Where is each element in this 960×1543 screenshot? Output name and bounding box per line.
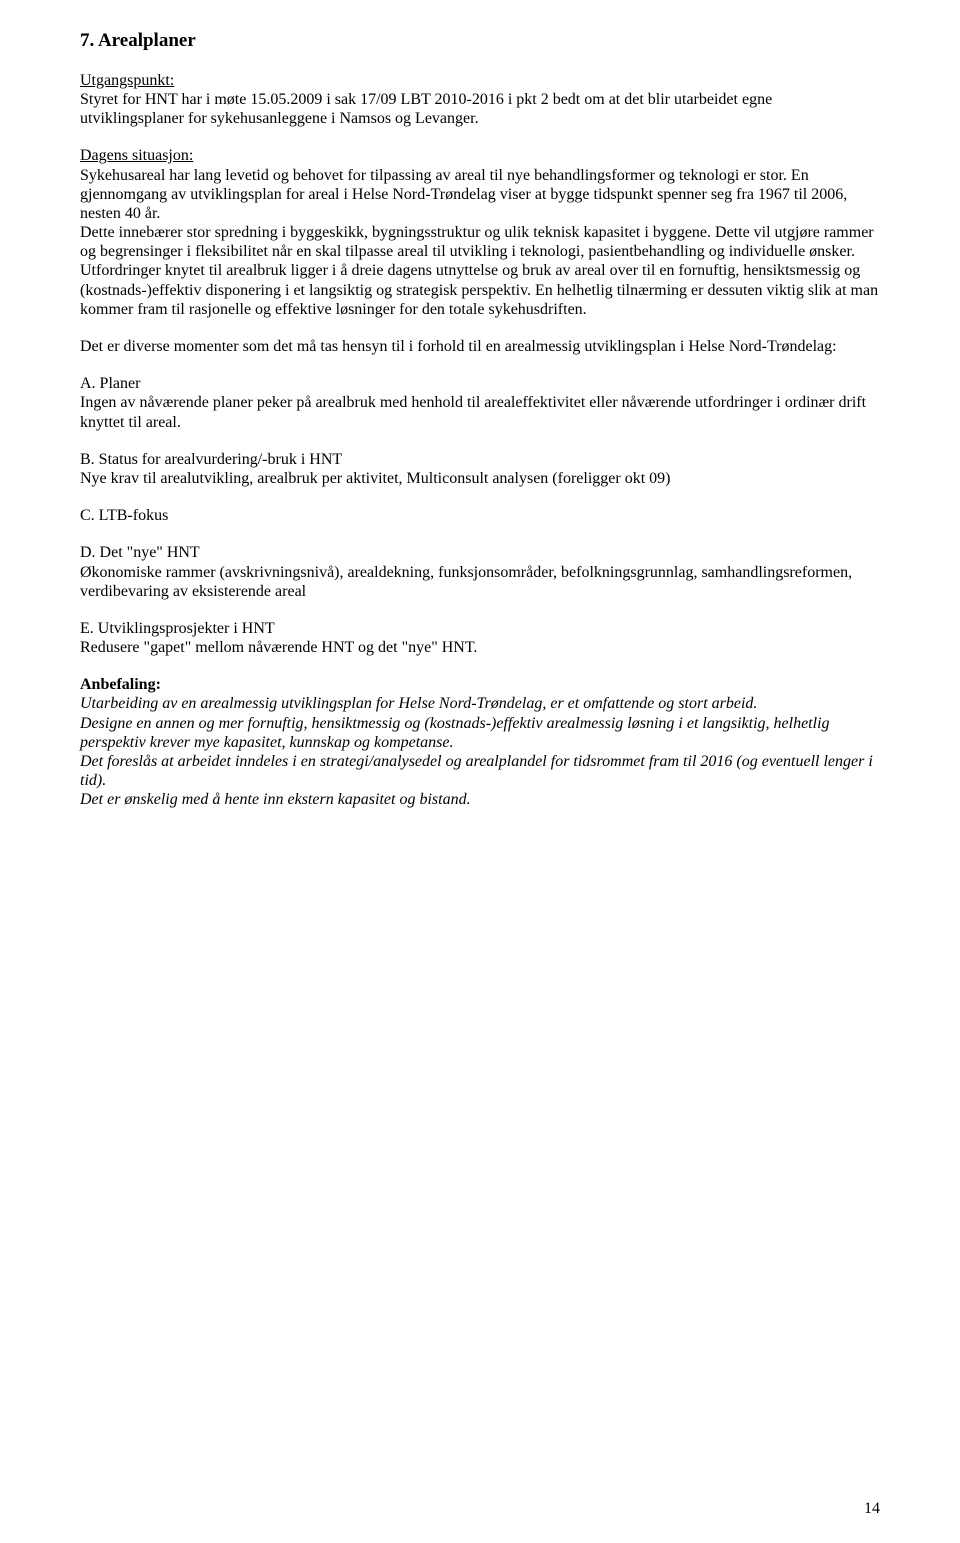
section-c: C. LTB-fokus [80,506,880,525]
section-a: A. Planer Ingen av nåværende planer peke… [80,374,880,432]
section-e: E. Utviklingsprosjekter i HNT Redusere "… [80,619,880,657]
document-page: 7. Arealplaner Utgangspunkt: Styret for … [0,0,960,1543]
situasjon-p1: Sykehusareal har lang levetid og behovet… [80,167,847,222]
anbefaling-block: Anbefaling: Utarbeiding av en arealmessi… [80,675,880,809]
situasjon-p2: Dette innebærer stor spredning i byggesk… [80,224,874,260]
page-number: 14 [864,1499,880,1518]
utgangspunkt-label: Utgangspunkt: [80,72,174,89]
section-c-title: C. LTB-fokus [80,507,168,524]
section-a-title: A. Planer [80,375,140,392]
section-d-body: Økonomiske rammer (avskrivningsnivå), ar… [80,564,852,600]
utgangspunkt-block: Utgangspunkt: Styret for HNT har i møte … [80,71,880,129]
utgangspunkt-body: Styret for HNT har i møte 15.05.2009 i s… [80,91,772,127]
section-heading: 7. Arealplaner [80,30,880,53]
anbefaling-p2: Designe en annen og mer fornuftig, hensi… [80,715,830,751]
section-a-body: Ingen av nåværende planer peker på areal… [80,394,866,430]
section-b-title: B. Status for arealvurdering/-bruk i HNT [80,451,342,468]
situasjon-label: Dagens situasjon: [80,147,193,164]
situasjon-p3: Utfordringer knytet til arealbruk ligger… [80,262,878,317]
section-d: D. Det "nye" HNT Økonomiske rammer (avsk… [80,543,880,601]
section-e-title: E. Utviklingsprosjekter i HNT [80,620,275,637]
anbefaling-p4: Det er ønskelig med å hente inn ekstern … [80,791,471,808]
anbefaling-p3: Det foreslås at arbeidet inndeles i en s… [80,753,873,789]
situasjon-block: Dagens situasjon: Sykehusareal har lang … [80,146,880,319]
section-b: B. Status for arealvurdering/-bruk i HNT… [80,450,880,488]
anbefaling-p1: Utarbeiding av en arealmessig utviklings… [80,695,757,712]
momenter-intro: Det er diverse momenter som det må tas h… [80,337,880,356]
anbefaling-label: Anbefaling: [80,676,161,693]
section-e-body: Redusere "gapet" mellom nåværende HNT og… [80,639,477,656]
section-b-body: Nye krav til arealutvikling, arealbruk p… [80,470,670,487]
section-d-title: D. Det "nye" HNT [80,544,200,561]
